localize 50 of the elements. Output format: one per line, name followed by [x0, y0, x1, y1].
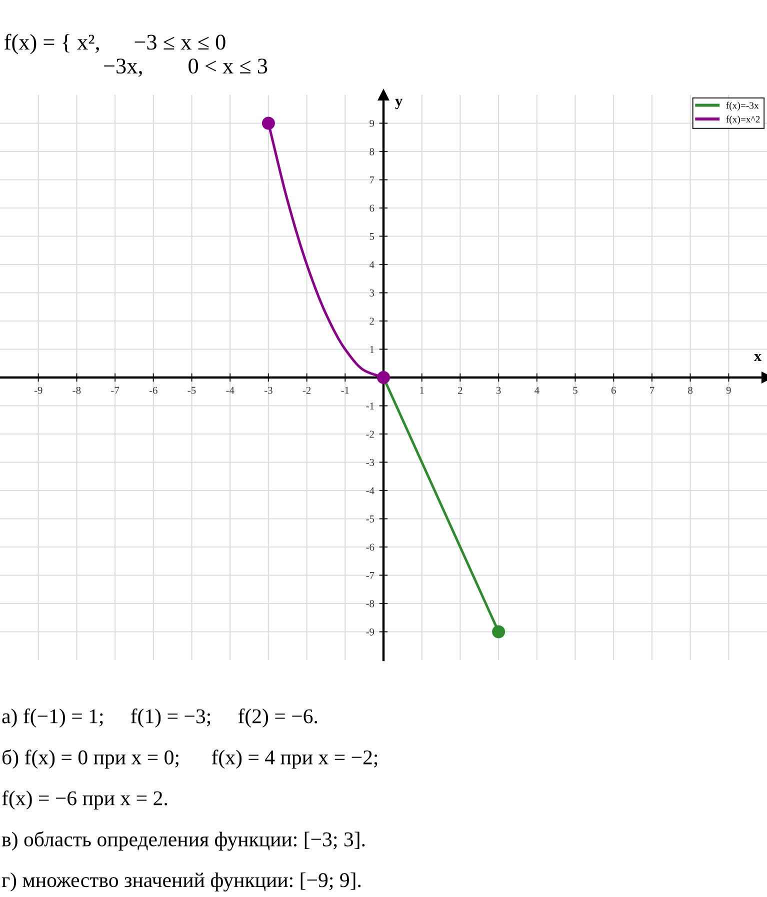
y-tick-label: -3 [366, 458, 374, 466]
y-tick-label: 3 [370, 289, 374, 296]
chart-subtitle: −3x, 0 < x ≤ 3 [104, 58, 268, 77]
y-tick-label: -9 [366, 628, 374, 636]
y-tick-label: 6 [370, 204, 374, 212]
y-tick-label: 2 [370, 318, 374, 325]
y-tick-label: -6 [366, 544, 374, 551]
x-tick-label: 8 [688, 386, 693, 394]
x-tick-label: -7 [111, 386, 120, 394]
y-tick-label: 1 [370, 346, 374, 353]
y-tick-label: -1 [366, 402, 374, 410]
y-axis-title: y [395, 98, 403, 110]
legend-label: f(x)=-3x [726, 102, 759, 111]
y-tick-label: 5 [370, 233, 374, 240]
x-tick-label: -1 [341, 386, 349, 394]
chart-title: f(x) = { x², −3 ≤ x ≤ 0 [4, 34, 226, 54]
y-tick-label: -7 [366, 572, 374, 579]
point [262, 116, 275, 130]
y-tick-label: 4 [369, 261, 374, 268]
text: б) f(x) = 0 при x = 0; f(x) = 4 при x = −2; [2, 749, 378, 769]
y-tick-label: -5 [366, 516, 374, 522]
text: в) область определения функции: [−3; 3]. [2, 831, 365, 851]
x-axis-title: x [754, 354, 762, 361]
y-tick-label: -8 [366, 600, 374, 608]
x-tick-label: 4 [534, 386, 540, 394]
x-tick-label: 7 [650, 386, 654, 394]
x-tick-label: -9 [34, 386, 42, 394]
x-tick-label: 6 [611, 386, 616, 394]
y-tick-label: 8 [370, 148, 374, 156]
x-tick-label: -5 [188, 386, 196, 394]
text: а) f(−1) = 1; f(1) = −3; f(2) = −6. [2, 708, 318, 728]
y-tick-label: -4 [366, 487, 374, 494]
legend-label: f(x)=x^2 [726, 116, 760, 124]
x-tick-label: -2 [302, 386, 311, 394]
x-tick-label: 2 [458, 386, 462, 394]
x-tick-label: -8 [72, 386, 81, 394]
point [376, 370, 390, 384]
y-tick-label: -2 [366, 430, 374, 438]
x-tick-label: -4 [226, 386, 234, 394]
x-tick-label: -3 [264, 386, 272, 394]
x-tick-label: -6 [149, 386, 158, 394]
x-tick-label: 9 [726, 386, 731, 394]
y-tick-label: 9 [370, 120, 374, 127]
x-tick-label: 5 [573, 386, 578, 394]
text: г) множество значений функции: [−9; 9]. [2, 872, 361, 892]
point [492, 625, 506, 638]
x-tick-label: 1 [420, 386, 424, 394]
y-tick-label: 7 [370, 176, 374, 184]
x-tick-label: 3 [496, 386, 501, 394]
text: f(x) = −6 при x = 2. [2, 790, 168, 810]
